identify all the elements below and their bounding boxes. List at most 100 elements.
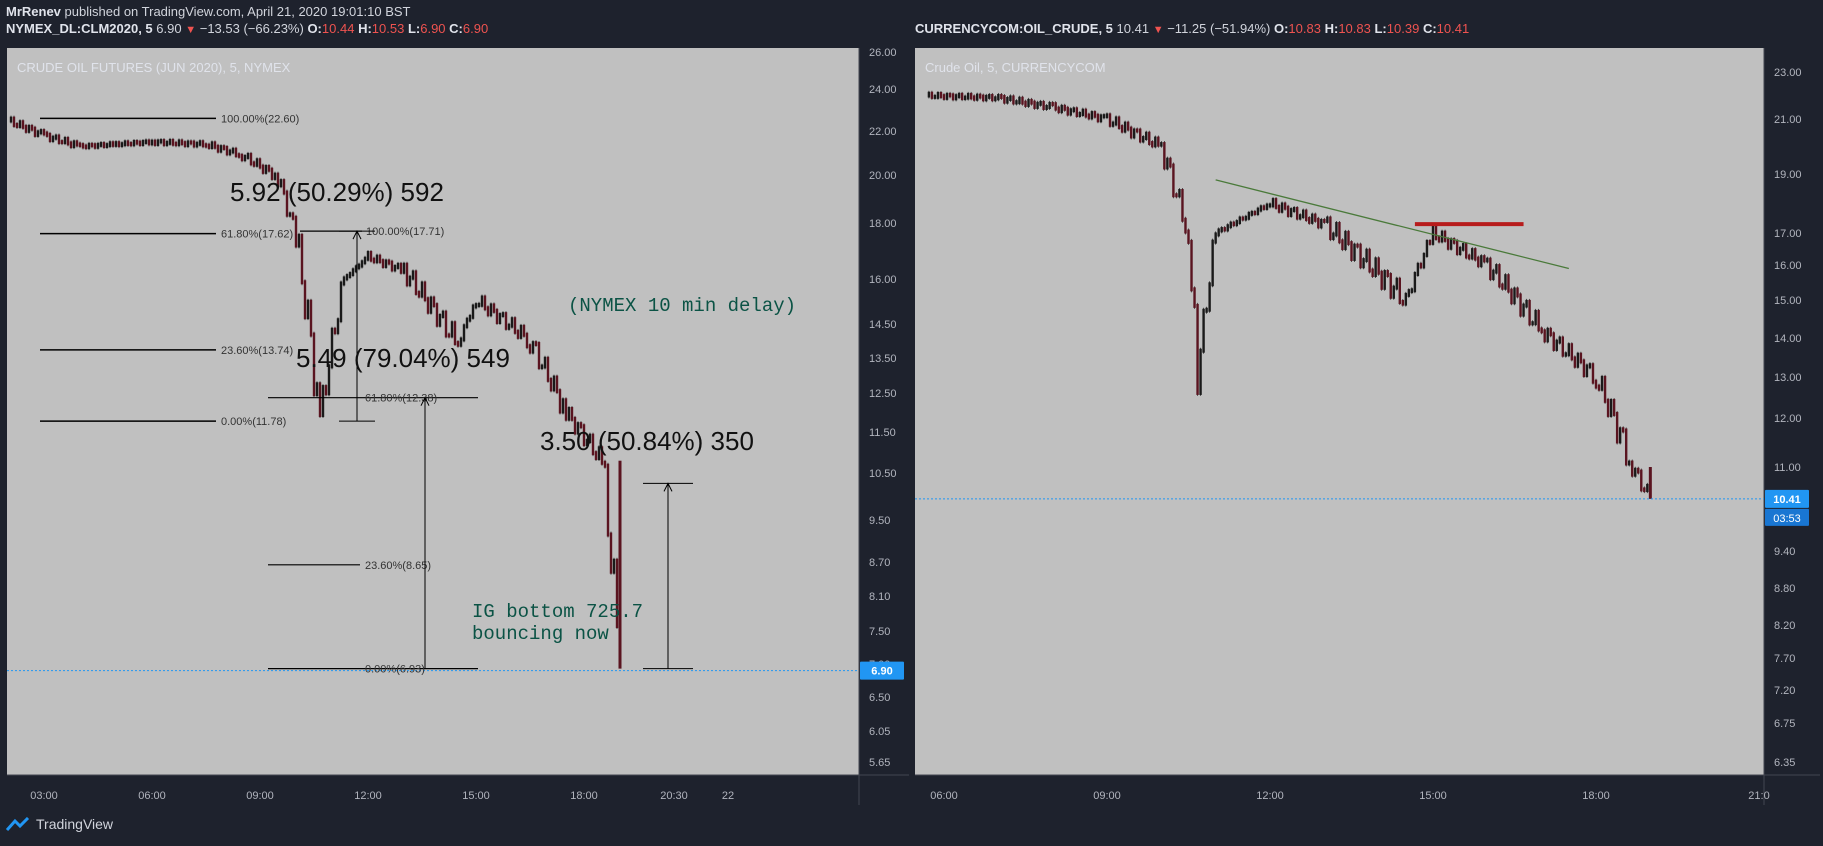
candle [225, 145, 229, 156]
candle [1157, 136, 1160, 147]
candle [513, 317, 517, 334]
y-tick-label: 10.50 [869, 468, 897, 480]
y-tick-label: 8.20 [1774, 620, 1795, 632]
candle [30, 124, 34, 131]
candle [1175, 193, 1178, 198]
candle [150, 139, 154, 146]
y-tick-label: 9.40 [1774, 546, 1795, 558]
candle [399, 262, 403, 274]
candle [1648, 467, 1652, 499]
candle [1054, 102, 1057, 111]
x-tick-label: 06:00 [138, 790, 166, 802]
candle [1618, 427, 1622, 444]
left-symbol[interactable]: NYMEX_DL:CLM2020, 5 [6, 21, 153, 36]
candle [279, 179, 283, 188]
candle [939, 91, 943, 99]
candle [66, 136, 70, 146]
candle [219, 145, 223, 153]
candle [1594, 379, 1598, 389]
candle [1446, 237, 1450, 250]
candle [1362, 258, 1365, 269]
candle [1332, 232, 1335, 241]
y-tick-label: 6.75 [1774, 718, 1795, 730]
candle [936, 91, 940, 99]
candle [954, 94, 958, 101]
candle [12, 116, 16, 127]
candle [1274, 198, 1278, 209]
candle [510, 317, 514, 328]
measure-arrowhead [663, 482, 673, 492]
candle [1226, 224, 1229, 232]
candle [162, 139, 166, 147]
right-last-price: 10.41 [1116, 21, 1150, 36]
candle [1099, 114, 1103, 123]
candle [105, 143, 109, 149]
x-tick-label: 18:00 [570, 790, 598, 802]
candle [1371, 268, 1374, 278]
price-tag [1765, 489, 1809, 508]
candle [1540, 327, 1543, 334]
candle [531, 341, 535, 354]
candle [1132, 128, 1136, 139]
author-name[interactable]: MrRenev [6, 4, 61, 19]
candle [1135, 128, 1139, 133]
candle [498, 313, 502, 325]
footer-brand[interactable]: TradingView [6, 816, 113, 832]
candle [132, 139, 136, 147]
candle [384, 259, 388, 268]
candle [1621, 427, 1625, 433]
countdown-tag [1765, 508, 1809, 526]
left-close: 6.90 [462, 21, 489, 36]
candle [969, 92, 973, 100]
candle [1431, 225, 1435, 245]
candle [24, 124, 28, 133]
candle [1311, 213, 1314, 224]
measurement-label: 5.49 (79.04%) 549 [296, 343, 510, 373]
candle [1214, 232, 1217, 244]
fib-level-label: 0.00%(11.78) [221, 416, 286, 428]
candle [1471, 248, 1474, 260]
candle [1220, 227, 1223, 233]
candle [537, 342, 541, 370]
candle [33, 126, 37, 137]
candle [1549, 327, 1552, 337]
measure-arrowhead [352, 230, 362, 240]
candle [288, 212, 292, 217]
candle [1024, 100, 1027, 107]
candle [1289, 208, 1293, 217]
right-close: 10.41 [1436, 21, 1470, 36]
candle [1090, 111, 1094, 120]
candle [369, 250, 373, 262]
y-tick-label: 21.00 [1774, 114, 1802, 126]
candle [1256, 207, 1260, 216]
candle [528, 344, 532, 354]
candle [1126, 121, 1130, 131]
candle [429, 296, 433, 314]
candle [1640, 469, 1643, 492]
candle [264, 164, 268, 174]
candle [234, 147, 238, 158]
candle [1624, 428, 1628, 466]
candle [1208, 282, 1211, 312]
candle [147, 139, 151, 146]
candle [312, 332, 316, 397]
fib-level-label: 0.00%(6.93) [365, 664, 425, 676]
candle [966, 92, 970, 100]
candle [1486, 257, 1489, 263]
candle [1425, 239, 1429, 257]
candle [495, 308, 499, 325]
candle [69, 141, 73, 149]
y-tick-label: 8.80 [1774, 583, 1795, 595]
candle [441, 310, 445, 318]
candle [1368, 248, 1371, 273]
candle [1347, 230, 1350, 246]
candle [1163, 142, 1166, 170]
x-tick-label: 06:00 [930, 790, 958, 802]
candle [1504, 274, 1507, 290]
candle [1123, 121, 1127, 133]
candle [342, 276, 346, 286]
right-symbol[interactable]: CURRENCYCOM:OIL_CRUDE, 5 [915, 21, 1113, 36]
right-chart-title: Crude Oil, 5, CURRENCYCOM [925, 60, 1106, 75]
candle [51, 135, 55, 143]
